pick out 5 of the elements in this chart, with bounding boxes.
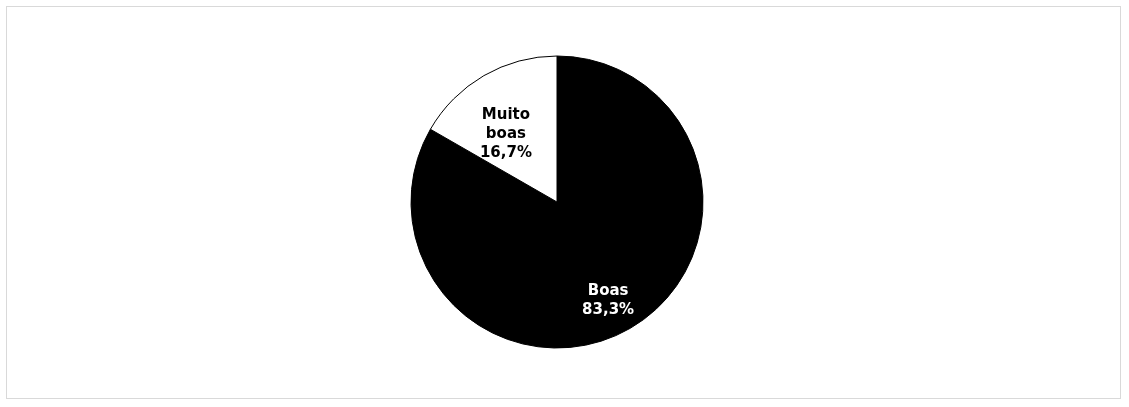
slice-label: Boas — [587, 281, 629, 300]
pie-slice — [410, 55, 704, 349]
slice-label: Muito boas — [481, 104, 531, 142]
data-label: 16,7% — [479, 142, 532, 161]
data-label: 83,3% — [582, 300, 635, 319]
